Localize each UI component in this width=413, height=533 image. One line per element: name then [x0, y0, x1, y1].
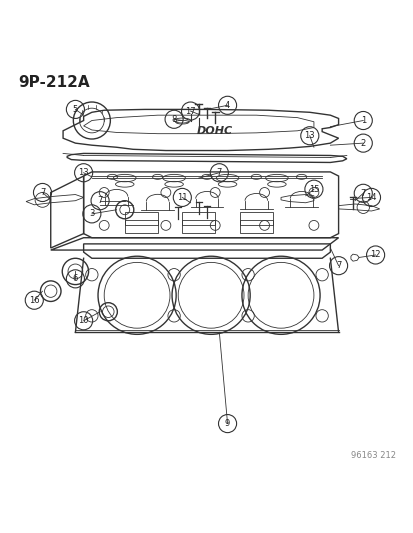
Text: 7: 7	[360, 189, 365, 198]
Text: 9: 9	[224, 419, 230, 428]
Text: DOHC: DOHC	[197, 126, 233, 136]
Text: 2: 2	[360, 139, 365, 148]
Text: 5: 5	[73, 105, 78, 114]
Text: 11: 11	[177, 193, 187, 202]
Text: 1: 1	[360, 116, 365, 125]
Text: 10: 10	[78, 316, 89, 325]
Text: 16: 16	[29, 296, 40, 305]
Text: 13: 13	[304, 131, 314, 140]
Text: 7: 7	[40, 188, 45, 197]
Text: 9P-212A: 9P-212A	[18, 75, 89, 90]
Text: 12: 12	[370, 251, 380, 260]
Text: 17: 17	[185, 107, 195, 116]
Text: 4: 4	[224, 101, 230, 110]
Text: 15: 15	[308, 185, 318, 193]
Text: 13: 13	[78, 168, 89, 177]
Text: 14: 14	[366, 193, 376, 202]
Text: 7: 7	[335, 261, 340, 270]
Text: 7: 7	[97, 196, 102, 205]
Text: 7: 7	[216, 168, 221, 177]
Text: 3: 3	[89, 209, 94, 219]
Text: 6: 6	[73, 274, 78, 284]
Text: 96163 212: 96163 212	[350, 451, 395, 460]
Text: 8: 8	[171, 115, 176, 124]
